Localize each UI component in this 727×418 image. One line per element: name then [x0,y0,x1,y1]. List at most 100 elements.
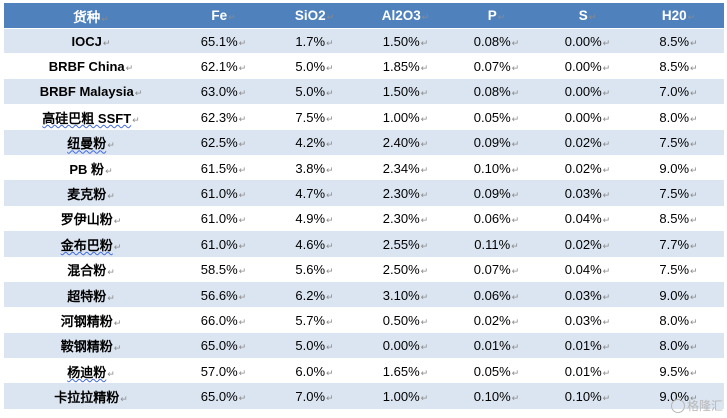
value-cell: 6.2%↵ [269,281,360,309]
value-cell: 4.2%↵ [269,129,360,156]
value-cell: 5.0%↵ [269,78,360,106]
value-cell: 0.02%↵ [542,129,633,156]
value-cell: 1.7%↵ [269,27,360,55]
value-cell: 7.5%↵ [269,104,360,131]
table-row: 麦克粉↵ 61.0%↵ 4.7%↵ 2.30%↵ 0.09%↵ 0.03%↵ 7.5%↵ [4,180,724,207]
header-cell: H20↵ [633,2,724,29]
value-cell: 1.65%↵ [360,358,451,385]
value-cell: 8.5%↵ [633,205,724,233]
value-cell: 9.0%↵ [633,154,724,182]
ore-name-cell: IOCJ↵ [4,27,178,55]
value-cell: 7.7%↵ [633,231,724,258]
value-cell: 0.06%↵ [451,281,542,309]
value-cell: 57.0%↵ [178,358,269,385]
value-cell: 0.05%↵ [451,358,542,385]
value-cell: 1.50%↵ [360,27,451,55]
value-cell: 1.00%↵ [360,104,451,131]
ore-name-cell: 麦克粉↵ [4,180,178,207]
table-body: IOCJ↵ 65.1%↵ 1.7%↵ 1.50%↵ 0.08%↵ 0.00%↵ 8.5%↵ B… [4,27,724,410]
value-cell: 5.0%↵ [269,332,360,360]
ore-name-cell: 金布巴粉↵ [4,231,178,258]
value-cell: 2.40%↵ [360,129,451,156]
value-cell: 0.00%↵ [542,104,633,131]
value-cell: 0.04%↵ [542,205,633,233]
ore-name-cell: PB 粉↵ [4,154,178,182]
ore-name-cell: 鞍钢精粉↵ [4,332,178,360]
value-cell: 0.00%↵ [360,332,451,360]
value-cell: 0.02%↵ [542,231,633,258]
value-cell: 61.0%↵ [178,180,269,207]
value-cell: 7.5%↵ [633,256,724,283]
value-cell: 0.50%↵ [360,307,451,334]
value-cell: 5.7%↵ [269,307,360,334]
value-cell: 61.5%↵ [178,154,269,182]
value-cell: 8.5%↵ [633,53,724,80]
value-cell: 2.30%↵ [360,180,451,207]
value-cell: 9.5%↵ [633,358,724,385]
table-row: 杨迪粉↵ 57.0%↵ 6.0%↵ 1.65%↵ 0.05%↵ 0.01%↵ 9.5%↵ [4,358,724,385]
value-cell: 2.30%↵ [360,205,451,233]
header-cell: SiO2↵ [269,2,360,29]
value-cell: 0.01%↵ [542,332,633,360]
table-row: 混合粉↵ 58.5%↵ 5.6%↵ 2.50%↵ 0.07%↵ 0.04%↵ 7.5%↵ [4,256,724,283]
value-cell: 56.6%↵ [178,281,269,309]
watermark: 格隆汇 [670,397,723,414]
table-row: 卡拉拉精粉↵ 65.0%↵ 7.0%↵ 1.00%↵ 0.10%↵ 0.10%↵ 9.0%↵ [4,383,724,410]
ore-name-cell: BRBF China↵ [4,53,178,80]
table-row: 超特粉↵ 56.6%↵ 6.2%↵ 3.10%↵ 0.06%↵ 0.03%↵ 9.0%↵ [4,281,724,309]
value-cell: 5.0%↵ [269,53,360,80]
value-cell: 65.1%↵ [178,27,269,55]
value-cell: 0.09%↵ [451,129,542,156]
ore-name-cell: 混合粉↵ [4,256,178,283]
table-row: PB 粉↵ 61.5%↵ 3.8%↵ 2.34%↵ 0.10%↵ 0.02%↵ 9.0%↵ [4,154,724,182]
value-cell: 7.0%↵ [633,78,724,106]
value-cell: 0.03%↵ [542,307,633,334]
value-cell: 2.50%↵ [360,256,451,283]
value-cell: 9.0%↵ [633,281,724,309]
value-cell: 0.00%↵ [542,53,633,80]
header-cell: P↵ [451,2,542,29]
value-cell: 0.02%↵ [542,154,633,182]
table-row: IOCJ↵ 65.1%↵ 1.7%↵ 1.50%↵ 0.08%↵ 0.00%↵ 8.5%↵ [4,27,724,55]
value-cell: 0.07%↵ [451,53,542,80]
value-cell: 4.7%↵ [269,180,360,207]
value-cell: 2.55%↵ [360,231,451,258]
value-cell: 0.06%↵ [451,205,542,233]
value-cell: 3.8%↵ [269,154,360,182]
value-cell: 62.3%↵ [178,104,269,131]
value-cell: 0.05%↵ [451,104,542,131]
value-cell: 62.5%↵ [178,129,269,156]
ore-name-cell: 超特粉↵ [4,281,178,309]
value-cell: 3.10%↵ [360,281,451,309]
value-cell: 8.0%↵ [633,332,724,360]
table-row: 高硅巴粗 SSFT↵ 62.3%↵ 7.5%↵ 1.00%↵ 0.05%↵ 0.00%↵ 8… [4,104,724,131]
value-cell: 63.0%↵ [178,78,269,106]
value-cell: 4.6%↵ [269,231,360,258]
table-row: 罗伊山粉↵ 61.0%↵ 4.9%↵ 2.30%↵ 0.06%↵ 0.04%↵ 8.5%↵ [4,205,724,233]
value-cell: 8.0%↵ [633,104,724,131]
header-row: 货种↵ Fe↵ SiO2↵ Al2O3↵ P↵ S↵ H20↵ [4,2,724,29]
value-cell: 1.85%↵ [360,53,451,80]
iron-ore-spec-table: 货种↵ Fe↵ SiO2↵ Al2O3↵ P↵ S↵ H20↵ IOCJ↵ 65.… [4,2,724,410]
value-cell: 6.0%↵ [269,358,360,385]
table-row: 河钢精粉↵ 66.0%↵ 5.7%↵ 0.50%↵ 0.02%↵ 0.03%↵ 8.0%↵ [4,307,724,334]
table-row: BRBF Malaysia↵ 63.0%↵ 5.0%↵ 1.50%↵ 0.08%↵ 0.0… [4,78,724,106]
value-cell: 0.08%↵ [451,78,542,106]
ore-name-cell: BRBF Malaysia↵ [4,78,178,106]
value-cell: 8.5%↵ [633,27,724,55]
value-cell: 0.03%↵ [542,281,633,309]
header-cell: S↵ [542,2,633,29]
ore-name-cell: 纽曼粉↵ [4,129,178,156]
ore-name-cell: 卡拉拉精粉↵ [4,383,178,410]
value-cell: 65.0%↵ [178,332,269,360]
value-cell: 0.02%↵ [451,307,542,334]
header-cell: Al2O3↵ [360,2,451,29]
value-cell: 0.08%↵ [451,27,542,55]
value-cell: 0.03%↵ [542,180,633,207]
header-cell: 货种↵ [4,2,178,29]
ore-name-cell: 杨迪粉↵ [4,358,178,385]
value-cell: 58.5%↵ [178,256,269,283]
value-cell: 8.0%↵ [633,307,724,334]
value-cell: 66.0%↵ [178,307,269,334]
watermark-logo-icon [670,398,685,413]
